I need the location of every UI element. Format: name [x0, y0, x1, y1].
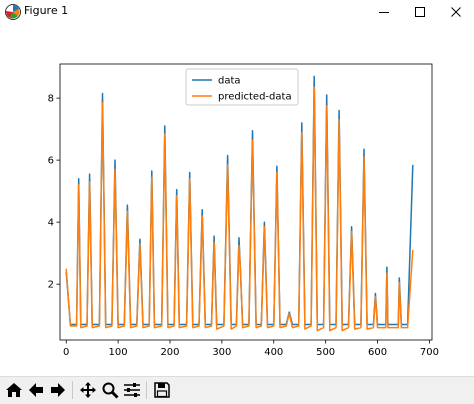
title-bar: Figure 1: [0, 0, 474, 24]
home-icon: [6, 383, 22, 397]
minimize-button[interactable]: [366, 0, 402, 24]
x-tick-label: 500: [316, 347, 335, 358]
home-button[interactable]: [3, 379, 25, 401]
legend-label-predicted-data: predicted-data: [218, 92, 292, 103]
maximize-button[interactable]: [402, 0, 438, 24]
matplotlib-logo-icon: [5, 4, 21, 20]
x-tick-label: 600: [368, 347, 387, 358]
configure-subplots-button[interactable]: [121, 379, 143, 401]
save-button[interactable]: [151, 379, 173, 401]
figure-canvas[interactable]: 0 100 200 300 400 500 600 700 2 4 6 8 data predicted-…: [0, 24, 474, 376]
y-tick-label: 8: [48, 94, 54, 105]
back-button[interactable]: [25, 379, 47, 401]
plot-area: [60, 64, 432, 340]
minimize-icon: [379, 12, 389, 13]
x-tick-label: 200: [160, 347, 179, 358]
close-button[interactable]: [438, 0, 474, 24]
x-tick-label: 0: [63, 347, 69, 358]
maximize-icon: [415, 7, 425, 17]
pan-button[interactable]: [77, 379, 99, 401]
sliders-icon: [124, 383, 140, 397]
x-tick-label: 400: [264, 347, 283, 358]
close-icon: [451, 7, 461, 17]
zoom-button[interactable]: [99, 379, 121, 401]
line-chart[interactable]: 0 100 200 300 400 500 600 700 2 4 6 8 data predicted-…: [0, 24, 474, 376]
y-tick-label: 2: [48, 280, 54, 291]
legend-label-data: data: [218, 76, 241, 87]
series-line-predicted-data: [65, 86, 414, 332]
navigation-toolbar: [0, 376, 474, 404]
floppy-disk-icon: [154, 382, 170, 398]
move-icon: [80, 382, 96, 398]
y-tick-label: 4: [48, 218, 54, 229]
toolbar-separator: [72, 381, 73, 399]
arrow-right-icon: [51, 383, 65, 397]
legend-box: [185, 68, 299, 106]
x-tick-label: 300: [212, 347, 231, 358]
x-tick-label: 700: [420, 347, 439, 358]
toolbar-separator: [146, 381, 147, 399]
x-tick-label: 100: [109, 347, 128, 358]
forward-button[interactable]: [47, 379, 69, 401]
axes-frame: [59, 63, 433, 341]
window-title: Figure 1: [24, 4, 69, 17]
arrow-left-icon: [29, 383, 43, 397]
magnifier-icon: [102, 382, 119, 399]
y-tick-label: 6: [48, 156, 54, 167]
